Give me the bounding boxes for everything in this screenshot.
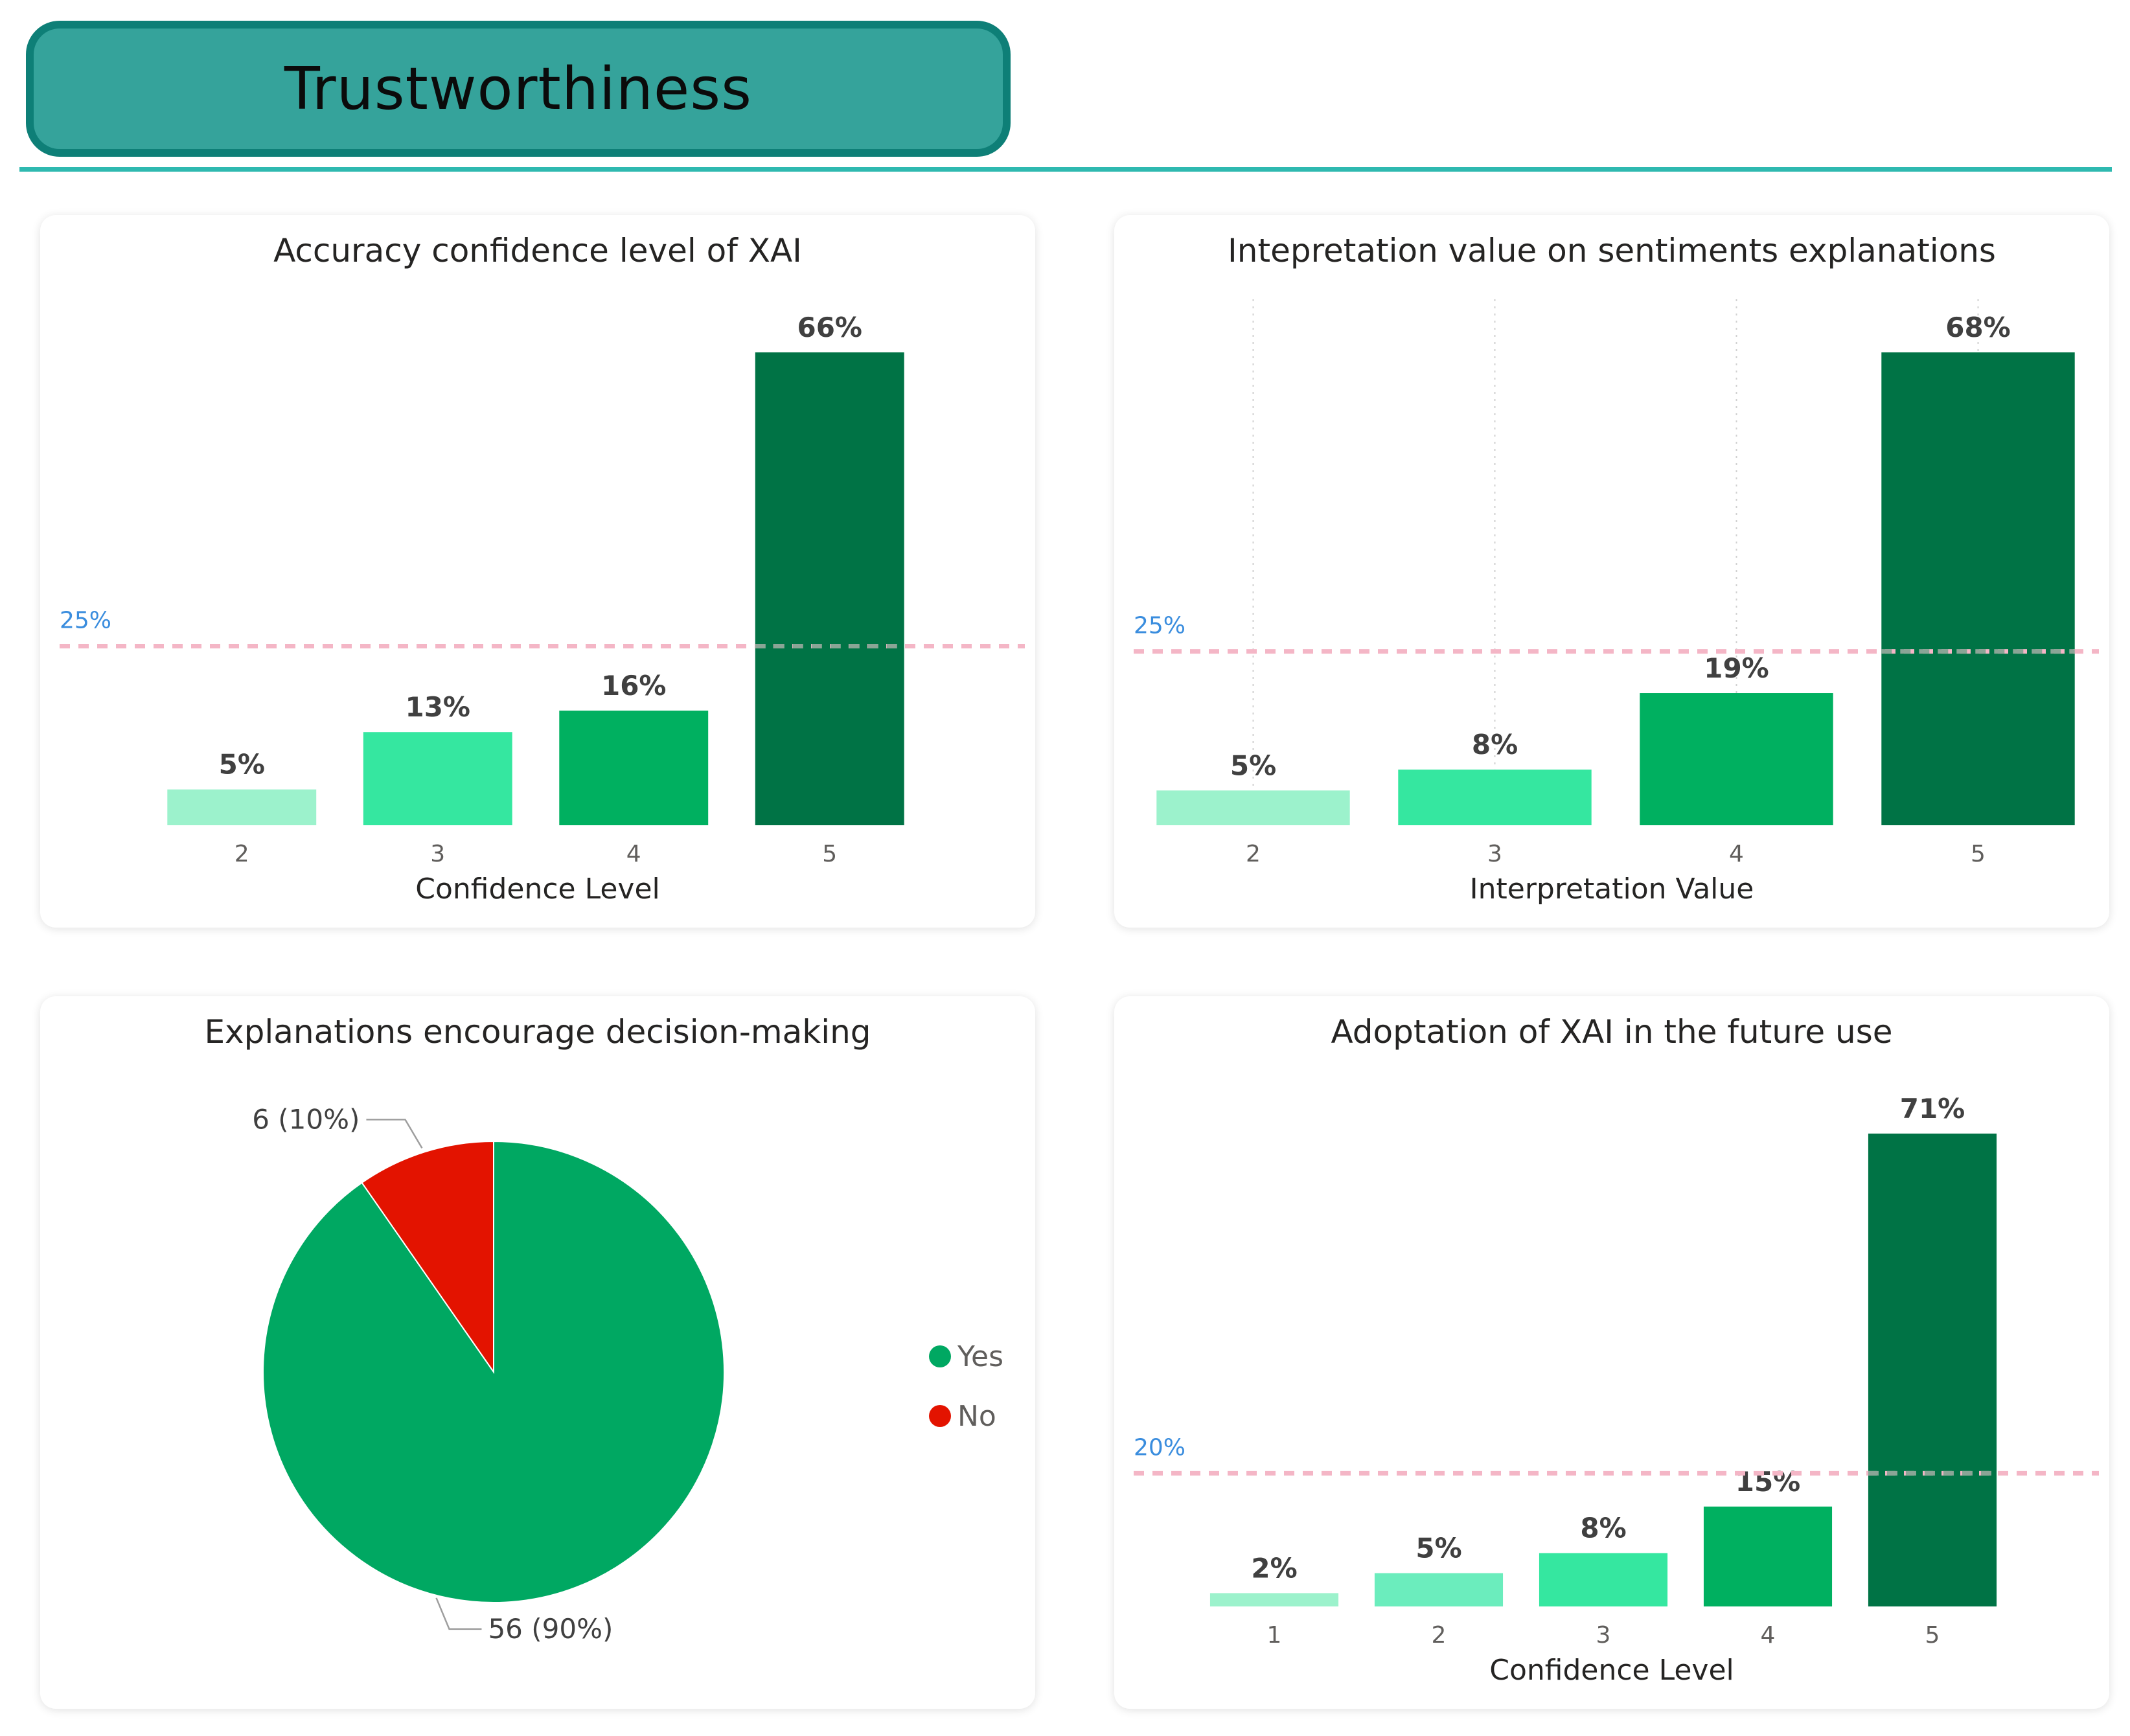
chart-title: Intepretation value on sentiments explan… bbox=[1228, 232, 1996, 269]
data-label: 15% bbox=[1735, 1466, 1801, 1498]
x-tick-label: 5 bbox=[822, 841, 837, 867]
decision-pie-chart: 6 (10%) 56 (90%) bbox=[252, 1103, 725, 1645]
data-label: 8% bbox=[1472, 729, 1518, 760]
page-title: Trustworthiness bbox=[284, 54, 753, 123]
slice-label-yes: 56 (90%) bbox=[488, 1613, 613, 1645]
x-tick-label: 1 bbox=[1267, 1622, 1282, 1649]
pie-slice-no[interactable] bbox=[361, 1140, 494, 1375]
x-axis-title: Interpretation Value bbox=[1469, 873, 1754, 906]
data-label: 71% bbox=[1900, 1093, 1965, 1125]
data-label: 66% bbox=[797, 312, 862, 343]
page-header: Trustworthiness bbox=[26, 21, 1011, 157]
x-axis-title: Confidence Level bbox=[1489, 1654, 1734, 1687]
slice-label-no: 6 (10%) bbox=[252, 1103, 360, 1135]
data-label: 16% bbox=[601, 670, 667, 702]
x-tick-label: 4 bbox=[1729, 841, 1744, 867]
x-tick-label: 3 bbox=[1596, 1622, 1611, 1649]
legend-marker bbox=[929, 1405, 951, 1427]
accuracy-chart: 5% 2 13% 3 16% 4 66% 5 25% bbox=[60, 312, 1025, 867]
bar[interactable] bbox=[1539, 1553, 1668, 1606]
legend-item-yes[interactable]: Yes bbox=[929, 1327, 1003, 1386]
data-label: 5% bbox=[1230, 749, 1276, 781]
bar[interactable] bbox=[755, 352, 904, 825]
bar[interactable] bbox=[1156, 790, 1350, 825]
bar[interactable] bbox=[1881, 352, 2075, 825]
chart-title: Explanations encourage decision-making bbox=[204, 1013, 871, 1051]
chart-title: Adoptation of XAI in the future use bbox=[1331, 1013, 1893, 1051]
bar[interactable] bbox=[1374, 1573, 1504, 1606]
data-label: 19% bbox=[1704, 652, 1769, 684]
bar[interactable] bbox=[1398, 770, 1592, 825]
leader-line bbox=[435, 1597, 482, 1630]
data-label: 13% bbox=[405, 691, 470, 723]
reference-line-label: 25% bbox=[60, 607, 111, 634]
data-label: 5% bbox=[1415, 1533, 1461, 1564]
x-tick-label: 2 bbox=[1246, 841, 1261, 867]
legend-marker bbox=[929, 1345, 951, 1367]
x-tick-label: 3 bbox=[1487, 841, 1502, 867]
adoption-chart-card[interactable]: Adoptation of XAI in the future use 2% 1 5… bbox=[1114, 996, 2109, 1709]
interpretation-chart: 5% 2 8% 3 19% 4 68% 5 25% bbox=[1134, 299, 2099, 867]
adoption-chart: 2%15%28%315%471%520% bbox=[1134, 1093, 2099, 1649]
data-label: 5% bbox=[219, 749, 265, 781]
bar[interactable] bbox=[1703, 1506, 1833, 1606]
chart-title: Accuracy confidence level of XAI bbox=[273, 232, 802, 269]
pie-slice-yes[interactable] bbox=[262, 1140, 725, 1603]
interpretation-chart-card[interactable]: Intepretation value on sentiments explan… bbox=[1114, 215, 2109, 928]
decision-pie-card[interactable]: Explanations encourage decision-making 6… bbox=[40, 996, 1035, 1709]
data-label: 2% bbox=[1251, 1552, 1297, 1584]
bar[interactable] bbox=[363, 732, 512, 825]
x-tick-label: 3 bbox=[430, 841, 445, 867]
x-tick-label: 4 bbox=[1761, 1622, 1776, 1649]
bar[interactable] bbox=[1868, 1134, 1997, 1606]
leader-line bbox=[366, 1119, 423, 1148]
x-tick-label: 4 bbox=[626, 841, 641, 867]
header-divider bbox=[19, 167, 2112, 172]
bar[interactable] bbox=[559, 711, 709, 825]
x-tick-label: 2 bbox=[235, 841, 249, 867]
reference-line-label: 20% bbox=[1134, 1434, 1185, 1461]
legend-label: Yes bbox=[957, 1340, 1004, 1373]
x-axis-title: Confidence Level bbox=[415, 873, 660, 906]
data-label: 8% bbox=[1580, 1513, 1626, 1544]
data-label: 68% bbox=[1945, 312, 2011, 343]
legend-label: No bbox=[957, 1399, 996, 1433]
bar[interactable] bbox=[1640, 693, 1833, 825]
bar[interactable] bbox=[1209, 1593, 1339, 1606]
legend-item-no[interactable]: No bbox=[929, 1386, 1003, 1446]
x-tick-label: 5 bbox=[1925, 1622, 1940, 1649]
x-tick-label: 2 bbox=[1432, 1622, 1447, 1649]
bar[interactable] bbox=[167, 789, 317, 825]
accuracy-chart-card[interactable]: Accuracy confidence level of XAI 5% 2 13% 3… bbox=[40, 215, 1035, 928]
pie-legend: Yes No bbox=[929, 1327, 1003, 1446]
x-tick-label: 5 bbox=[1971, 841, 1986, 867]
reference-line-label: 25% bbox=[1134, 613, 1185, 639]
